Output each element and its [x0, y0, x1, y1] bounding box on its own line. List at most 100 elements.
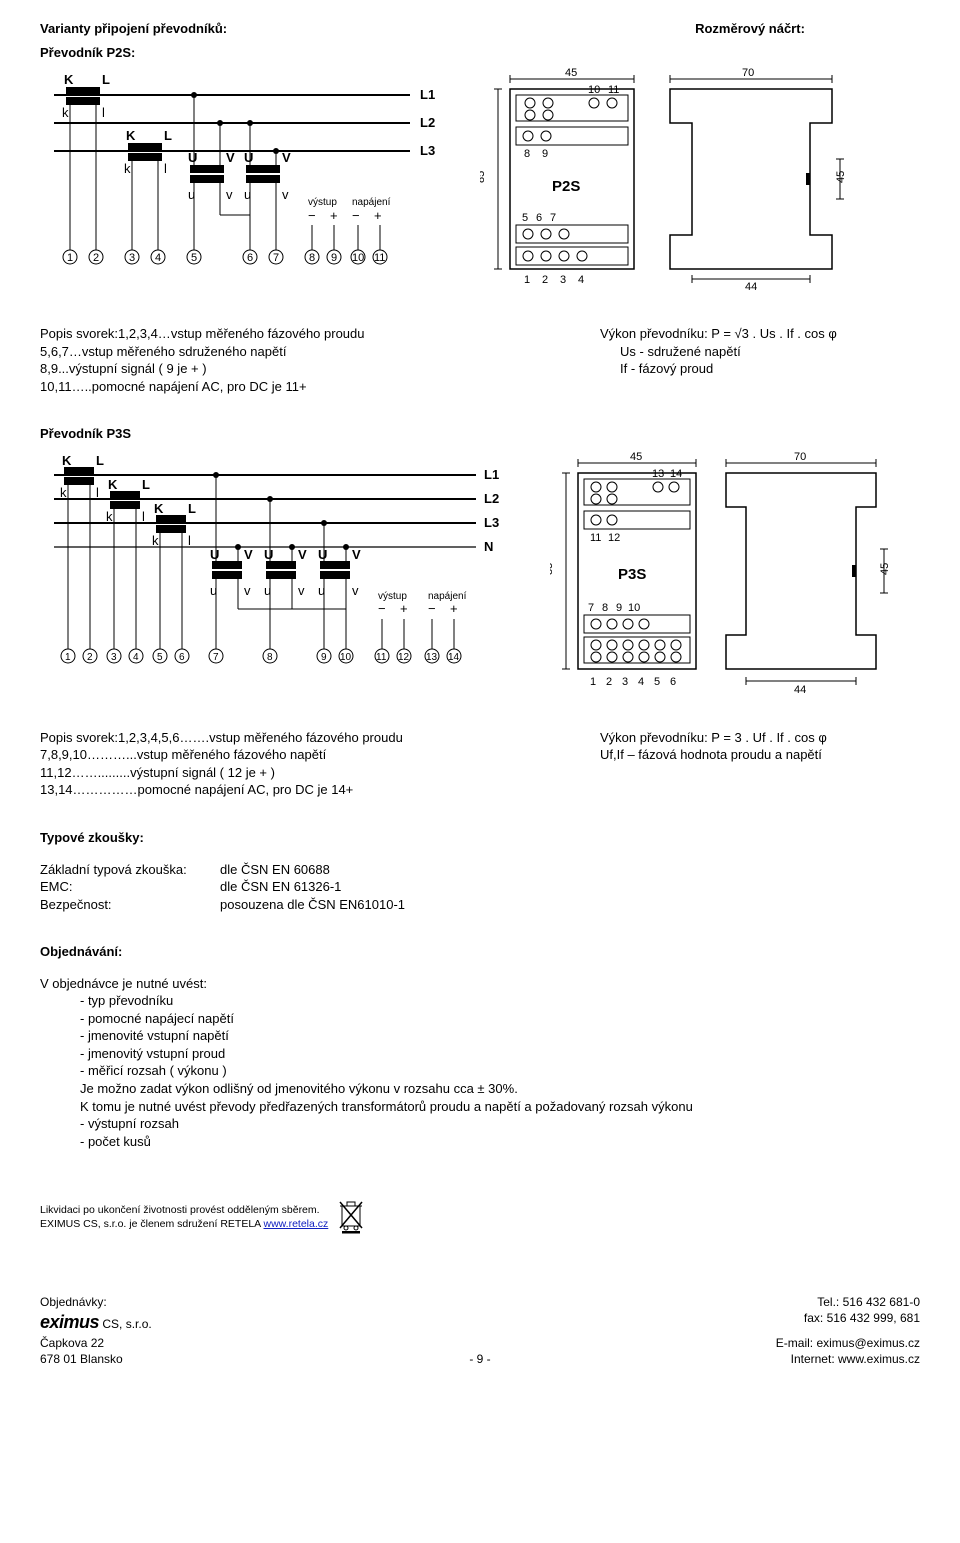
svg-text:4: 4 [638, 676, 644, 688]
p2s-diagram-row: L1 L2 L3 K L k l K L k l U V [40, 65, 920, 305]
svg-text:U: U [210, 547, 219, 562]
p2s-outline-diagram: 45 70 1011 89 P2S 567 85 [480, 65, 850, 305]
svg-text:2: 2 [93, 252, 99, 264]
svg-text:V: V [226, 150, 235, 165]
svg-text:11: 11 [376, 652, 387, 663]
svg-text:1: 1 [524, 274, 530, 286]
order-item: - pomocné napájecí napětí [80, 1010, 920, 1028]
svg-text:44: 44 [745, 281, 757, 293]
svg-text:L3: L3 [420, 143, 435, 158]
svg-text:6: 6 [179, 652, 185, 663]
svg-text:v: v [282, 187, 289, 202]
svg-text:12: 12 [608, 532, 620, 544]
footer-tel: Tel.: 516 432 681-0 [817, 1294, 920, 1310]
svg-text:3: 3 [129, 252, 135, 264]
svg-text:4: 4 [578, 274, 584, 286]
nacrt-heading: Rozměrový náčrt: [580, 20, 920, 38]
svg-text:7: 7 [273, 252, 279, 264]
svg-text:1: 1 [65, 652, 71, 663]
svg-text:4: 4 [133, 652, 139, 663]
ordering-heading: Objednávání: [40, 943, 920, 961]
p3s-desc-row: Popis svorek:1,2,3,4,5,6……. vstup měřené… [40, 729, 920, 799]
svg-text:85: 85 [480, 171, 487, 183]
svg-text:L: L [188, 501, 196, 516]
p2s-power-l2: If - fázový proud [600, 360, 920, 378]
disposal-note: Likvidaci po ukončení životnosti provést… [40, 1200, 920, 1234]
order-item: - výstupní rozsah [80, 1115, 920, 1133]
footer-web: Internet: www.eximus.cz [791, 1351, 920, 1367]
variants-heading: Varianty připojení převodníků: [40, 20, 227, 38]
svg-text:P3S: P3S [618, 566, 646, 583]
svg-text:45: 45 [565, 67, 577, 79]
svg-text:U: U [318, 547, 327, 562]
svg-text:+: + [330, 208, 338, 223]
svg-text:P2S: P2S [552, 178, 580, 195]
footer-email: E-mail: eximus@eximus.cz [776, 1335, 920, 1351]
retela-link[interactable]: www.retela.cz [264, 1218, 329, 1230]
svg-text:1: 1 [67, 252, 73, 264]
svg-text:K: K [154, 501, 164, 516]
svg-text:−: − [308, 208, 316, 223]
svg-text:l: l [188, 533, 191, 548]
svg-text:7: 7 [213, 652, 219, 663]
svg-text:výstup: výstup [308, 197, 337, 208]
svg-text:L3: L3 [484, 515, 499, 530]
svg-text:−: − [378, 601, 386, 616]
svg-text:v: v [352, 583, 359, 598]
svg-text:9: 9 [616, 602, 622, 614]
svg-text:70: 70 [794, 451, 806, 463]
svg-text:V: V [282, 150, 291, 165]
svg-text:3: 3 [622, 676, 628, 688]
svg-text:9: 9 [331, 252, 337, 264]
p2s-power-eq: Výkon převodníku: P = √3 . Us . If . cos… [600, 325, 920, 343]
svg-text:L1: L1 [420, 87, 435, 102]
svg-text:2: 2 [87, 652, 93, 663]
svg-text:k: k [124, 161, 131, 176]
svg-text:11: 11 [374, 252, 385, 264]
svg-text:9: 9 [321, 652, 327, 663]
p2s-desc-row: Popis svorek:1,2,3,4…vstup měřeného fázo… [40, 325, 920, 395]
svg-text:2: 2 [542, 274, 548, 286]
p2s-power-l1: Us - sdružené napětí [600, 343, 920, 361]
svg-text:70: 70 [742, 67, 754, 79]
svg-text:N: N [484, 539, 493, 554]
order-item: Je možno zadat výkon odlišný od jmenovit… [80, 1080, 920, 1098]
svg-text:3: 3 [560, 274, 566, 286]
svg-text:4: 4 [155, 252, 161, 264]
svg-text:k: k [62, 105, 69, 120]
p3s-power-l1: Uf,If – fázová hodnota proudu a napětí [600, 746, 920, 764]
svg-text:L: L [102, 72, 110, 87]
eximus-logo: eximus [40, 1312, 99, 1332]
svg-text:10: 10 [352, 252, 364, 264]
svg-text:v: v [244, 583, 251, 598]
svg-text:+: + [400, 601, 408, 616]
svg-text:8: 8 [309, 252, 315, 264]
ordering-intro: V objednávce je nutné uvést: [40, 975, 920, 993]
type-tests-heading: Typové zkoušky: [40, 829, 920, 847]
footer-addr1: Čapkova 22 [40, 1335, 104, 1351]
svg-text:7: 7 [588, 602, 594, 614]
svg-text:13: 13 [426, 652, 438, 663]
footer-fax: fax: 516 432 999, 681 [804, 1310, 920, 1334]
footer-addr2: 678 01 Blansko [40, 1351, 123, 1367]
ordering-block: Objednávání: V objednávce je nutné uvést… [40, 943, 920, 1150]
order-item: - jmenovitý vstupní proud [80, 1045, 920, 1063]
svg-text:85: 85 [550, 563, 555, 575]
svg-text:10: 10 [340, 652, 352, 663]
svg-text:45: 45 [630, 451, 642, 463]
svg-text:U: U [188, 150, 197, 165]
svg-text:6: 6 [670, 676, 676, 688]
svg-text:napájení: napájení [352, 197, 391, 208]
svg-text:+: + [374, 208, 382, 223]
svg-text:l: l [96, 485, 99, 500]
svg-text:L: L [96, 453, 104, 468]
svg-text:11: 11 [590, 532, 601, 544]
svg-text:l: l [142, 509, 145, 524]
svg-text:3: 3 [111, 652, 117, 663]
footer-obj: Objednávky: [40, 1294, 107, 1310]
svg-text:8: 8 [602, 602, 608, 614]
order-item: - jmenovité vstupní napětí [80, 1027, 920, 1045]
svg-text:k: k [60, 485, 67, 500]
svg-text:11: 11 [608, 84, 619, 96]
p3s-heading: Převodník P3S [40, 425, 920, 443]
